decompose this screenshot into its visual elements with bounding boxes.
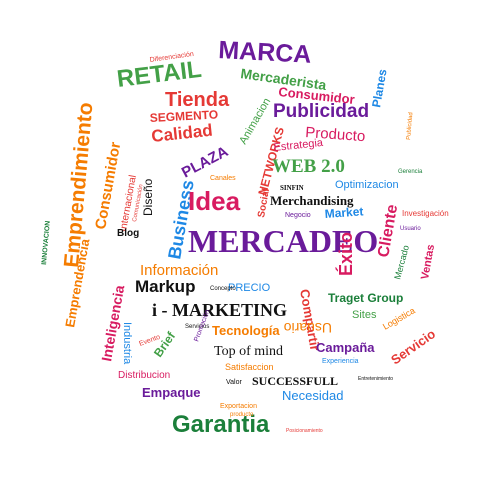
word-market: Market bbox=[324, 204, 364, 221]
word-mercadeo: MERCADEO bbox=[188, 223, 378, 259]
word-diseno: Diseño bbox=[141, 178, 155, 216]
word-brief: Brief bbox=[151, 328, 179, 359]
word-imarketing: i - MARKETING bbox=[152, 300, 287, 320]
word-merchandising: Merchandising bbox=[270, 193, 354, 208]
word-tecnologia: Tecnología bbox=[212, 323, 280, 338]
word-successfull: SUCCESSFULL bbox=[252, 374, 338, 388]
word-segmento: SEGMENTO bbox=[149, 107, 218, 125]
word-exportacion: Exportacion bbox=[220, 403, 257, 410]
word-ventas: Ventas bbox=[419, 244, 437, 281]
word-tienda: Tienda bbox=[165, 89, 230, 111]
word-concepto: Concepto bbox=[210, 286, 236, 292]
word-consumidor-vertical: Consumidor bbox=[92, 141, 124, 231]
word-empaque: Empaque bbox=[142, 385, 201, 400]
word-mercado: Mercado bbox=[392, 244, 411, 280]
word-garantia: Garantia bbox=[172, 411, 270, 438]
word-sinfin: SINFIN bbox=[280, 184, 304, 192]
word-usuario-small: Usuario bbox=[400, 226, 421, 232]
word-innovacion: INNOVACION bbox=[41, 221, 52, 266]
word-servicio: Servicio bbox=[388, 326, 438, 367]
word-servicios: Servicios bbox=[185, 324, 209, 330]
word-retail: RETAIL bbox=[115, 56, 203, 93]
word-gerencia: Gerencia bbox=[398, 169, 423, 175]
word-social: Social bbox=[256, 187, 272, 218]
word-investigacion: Investigación bbox=[402, 209, 449, 218]
word-usuario: Usuario bbox=[284, 320, 332, 336]
word-marca: MARCA bbox=[218, 36, 312, 69]
word-cliente: Cliente bbox=[375, 203, 401, 259]
word-valor: Valor bbox=[226, 379, 242, 386]
word-estrategia: Estrategia bbox=[273, 137, 324, 154]
word-campana: Campaña bbox=[316, 340, 375, 355]
word-producto: Producto bbox=[305, 124, 366, 145]
word-canales: Canales bbox=[210, 175, 236, 182]
word-animacion: Animacion bbox=[237, 96, 273, 146]
word-logistica: Logistica bbox=[381, 305, 417, 331]
word-industria: Industria bbox=[121, 322, 133, 365]
word-sites: Sites bbox=[352, 309, 377, 321]
word-experiencia: Experiencia bbox=[322, 358, 359, 365]
word-producto-small: producto bbox=[230, 412, 254, 418]
word-satisfaccion: Satisfaccion bbox=[225, 362, 274, 372]
word-posicionamiento: Posicionamiento bbox=[286, 428, 323, 434]
word-markup: Markup bbox=[135, 277, 195, 296]
word-blog: Blog bbox=[117, 228, 139, 239]
word-entretenimiento: Entretenimiento bbox=[358, 376, 393, 382]
word-publicidad-small: Publicidad bbox=[406, 112, 414, 140]
word-negocio: Negocio bbox=[285, 212, 311, 219]
word-informacion: Información bbox=[140, 262, 218, 279]
word-precio: PRECIO bbox=[228, 282, 271, 294]
word-planes: Planes bbox=[369, 68, 390, 109]
word-web20: WEB 2.0 bbox=[272, 156, 345, 177]
word-idea: Idea bbox=[188, 186, 241, 216]
word-necesidad: Necesidad bbox=[282, 388, 343, 403]
word-traget-group: Traget Group bbox=[328, 291, 403, 305]
word-publicidad: Publicidad bbox=[273, 101, 369, 122]
word-top-of-mind: Top of mind bbox=[214, 344, 283, 359]
word-distribucion: Distribucion bbox=[118, 370, 170, 381]
word-optimizacion: Optimizacion bbox=[335, 179, 399, 191]
word-exito: Éxito bbox=[335, 232, 356, 276]
